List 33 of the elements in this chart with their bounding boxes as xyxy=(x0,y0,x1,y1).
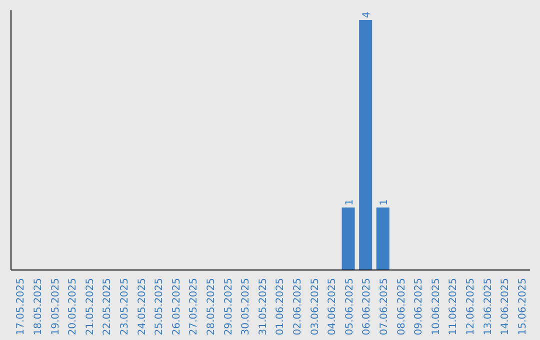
x-tick-label: 08.06.2025 xyxy=(396,278,408,336)
x-tick-label: 02.06.2025 xyxy=(292,278,304,336)
x-tick-label: 26.05.2025 xyxy=(171,278,182,336)
x-tick-label: 09.06.2025 xyxy=(414,278,425,336)
x-tick-label: 04.06.2025 xyxy=(327,278,338,336)
x-tick-label: 13.06.2025 xyxy=(482,278,494,336)
x-tick-label: 21.05.2025 xyxy=(84,278,96,336)
x-tick-label: 05.06.2025 xyxy=(344,278,356,336)
x-tick-label: 18.05.2025 xyxy=(32,278,44,336)
x-tick-label: 29.05.2025 xyxy=(223,278,234,336)
x-tick-label: 03.06.2025 xyxy=(310,278,321,336)
x-tick-label: 24.05.2025 xyxy=(136,278,148,336)
data-label: 1 xyxy=(378,199,390,206)
x-tick-label: 14.06.2025 xyxy=(500,278,512,336)
x-tick-label: 11.06.2025 xyxy=(448,278,460,336)
x-tick-label: 01.06.2025 xyxy=(275,278,286,336)
x-tick-label: 15.06.2025 xyxy=(517,278,528,336)
x-tick-label: 27.05.2025 xyxy=(188,278,200,336)
x-tick-label: 25.05.2025 xyxy=(154,278,166,336)
data-label: 1 xyxy=(344,199,356,206)
x-tick-label: 17.05.2025 xyxy=(16,278,27,336)
x-tick-label: 19.05.2025 xyxy=(50,278,62,336)
x-tick-label: 06.06.2025 xyxy=(362,278,373,336)
x-tick-label: 28.05.2025 xyxy=(206,278,217,336)
x-tick-label: 31.05.2025 xyxy=(258,278,269,336)
x-tick-label: 12.06.2025 xyxy=(465,278,476,336)
x-tick-label: 10.06.2025 xyxy=(430,278,442,336)
x-tick-label: 07.06.2025 xyxy=(378,278,390,336)
x-tick-label: 22.05.2025 xyxy=(102,278,114,336)
x-tick-label: 20.05.2025 xyxy=(68,278,79,336)
x-tick-label: 30.05.2025 xyxy=(240,278,252,336)
x-tick-label: 23.05.2025 xyxy=(119,278,130,336)
data-label: 4 xyxy=(362,12,373,18)
